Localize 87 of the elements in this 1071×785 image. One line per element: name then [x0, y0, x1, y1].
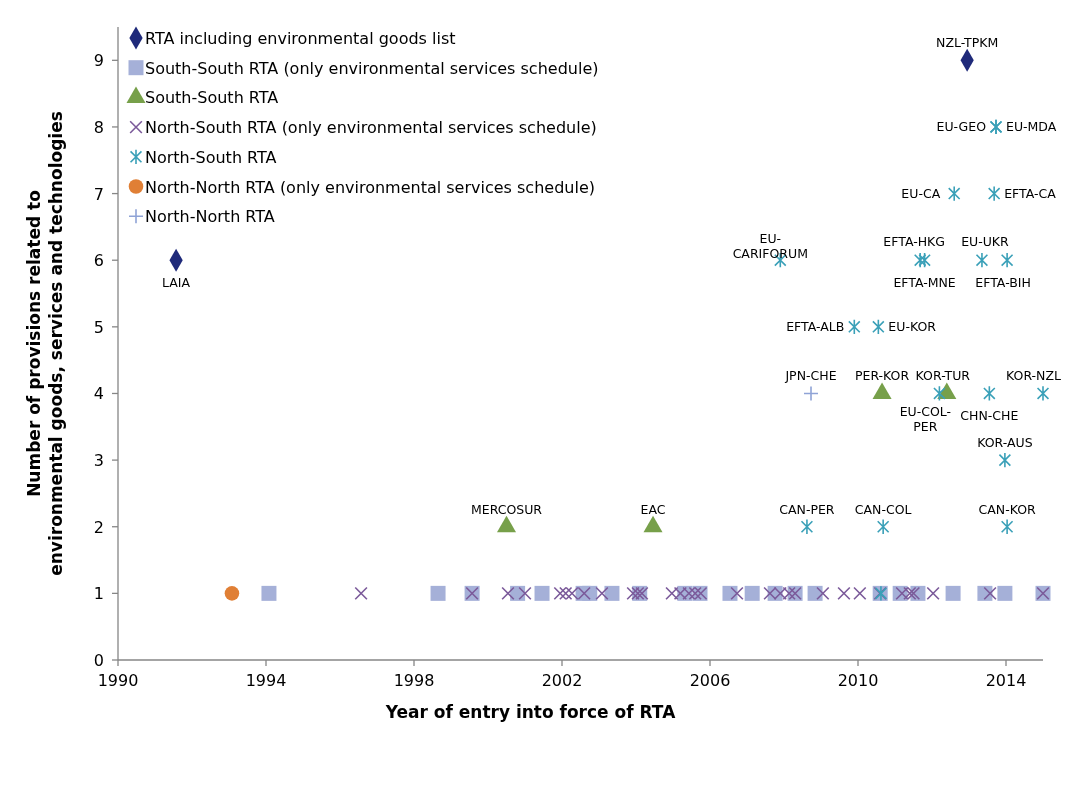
legend-label: North-South RTA (only environmental services schedule) — [145, 118, 597, 138]
annotation: PER-KOR — [854, 368, 910, 384]
point — [518, 586, 532, 601]
y-tick-label: 2 — [93, 517, 104, 537]
annotation: EU-CARIFORUM — [732, 231, 808, 262]
annotation: KOR-NZL — [1006, 368, 1062, 384]
annotation: EFTA-BIH — [975, 275, 1031, 291]
point — [534, 585, 550, 601]
point — [876, 518, 890, 535]
point — [730, 586, 744, 601]
point — [595, 586, 609, 601]
point — [354, 586, 368, 601]
y-axis-title: Number of provisions related to environmental goods, services and technologies — [24, 111, 66, 576]
point — [918, 252, 931, 269]
x-tick-label: 2002 — [541, 671, 583, 690]
annotation: EU-KOR — [888, 318, 937, 334]
annotation: EU-COL-PER — [899, 404, 952, 435]
legend-label: North-North RTA (only environmental services schedule) — [145, 177, 595, 197]
point — [913, 252, 927, 269]
y-tick-label: 8 — [93, 117, 104, 137]
point — [945, 585, 961, 601]
x-axis-title: Year of entry into force of RTA — [384, 702, 677, 722]
point — [872, 318, 885, 335]
point — [261, 585, 277, 601]
point — [800, 518, 814, 535]
point — [848, 318, 861, 335]
annotation: EU-GEO — [936, 118, 987, 134]
point — [1000, 252, 1014, 269]
point — [926, 586, 940, 601]
point — [998, 452, 1012, 469]
annotation: EFTA-CA — [1004, 185, 1057, 201]
point — [983, 385, 996, 402]
point — [933, 385, 946, 402]
legend-label: North-South RTA — [145, 147, 277, 167]
point — [744, 585, 760, 601]
x-tick-label: 2014 — [985, 671, 1027, 690]
point — [1036, 385, 1050, 402]
annotation: EU-MDA — [1006, 118, 1057, 134]
annotation: MERCOSUR — [470, 501, 543, 517]
point — [983, 586, 997, 601]
y-tick-label: 7 — [93, 184, 104, 204]
legend-label: RTA including environmental goods list — [145, 29, 456, 48]
annotation: EFTA-MNE — [893, 275, 956, 291]
y-tick-label: 6 — [93, 251, 104, 271]
annotation: LAIA — [162, 275, 191, 291]
annotation: JPN-CHE — [784, 368, 837, 384]
x-tick-label: 1990 — [97, 671, 139, 690]
point — [224, 586, 240, 601]
legend-label: South-South RTA — [145, 88, 279, 108]
legend-label: South-South RTA (only environmental services schedule) — [145, 58, 599, 78]
point — [430, 585, 446, 601]
annotation: EFTA-ALB — [786, 318, 845, 334]
annotation: KOR-AUS — [977, 435, 1033, 451]
point — [947, 185, 961, 202]
point — [501, 586, 515, 601]
annotation: CAN-COL — [854, 501, 912, 517]
annotation: EU-CA — [901, 185, 941, 201]
point — [816, 586, 830, 601]
annotation: EFTA-HKG — [883, 234, 945, 250]
y-tick-label: 3 — [93, 451, 104, 471]
point — [975, 252, 989, 269]
annotation: KOR-TUR — [915, 368, 971, 384]
point — [837, 586, 851, 601]
annotation: CAN-PER — [779, 501, 835, 517]
annotation: CAN-KOR — [978, 501, 1037, 517]
point — [803, 385, 819, 402]
y-tick-label: 9 — [93, 51, 104, 71]
point — [1000, 518, 1014, 535]
point — [903, 586, 917, 601]
y-tick-label: 4 — [93, 384, 104, 404]
point — [997, 585, 1013, 601]
annotation: EU-UKR — [961, 234, 1010, 250]
x-tick-label: 1998 — [393, 671, 435, 690]
x-tick-label: 1994 — [245, 671, 287, 690]
annotation: EAC — [640, 501, 666, 517]
annotation: CHN-CHE — [960, 408, 1019, 424]
y-tick-label: 1 — [93, 584, 104, 604]
point — [853, 586, 867, 601]
point — [604, 585, 620, 601]
x-tick-label: 2006 — [689, 671, 731, 690]
point — [559, 586, 573, 601]
y-tick-label: 5 — [93, 317, 104, 337]
annotation: NZL-TPKM — [936, 35, 999, 51]
point — [987, 185, 1001, 202]
y-tick-label: 0 — [93, 651, 104, 670]
legend-label: North-North RTA — [145, 207, 275, 227]
x-tick-label: 2010 — [837, 671, 879, 690]
